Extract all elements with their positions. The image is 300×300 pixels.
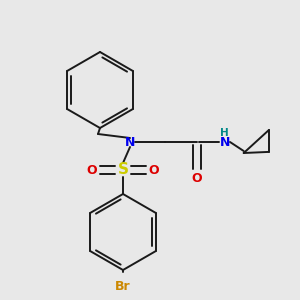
Text: O: O — [192, 172, 202, 185]
Text: N: N — [125, 136, 135, 148]
Text: S: S — [118, 163, 128, 178]
Text: Br: Br — [115, 280, 131, 292]
Text: O: O — [149, 164, 159, 176]
Text: O: O — [87, 164, 97, 176]
Text: H: H — [220, 128, 228, 138]
Text: N: N — [220, 136, 230, 148]
